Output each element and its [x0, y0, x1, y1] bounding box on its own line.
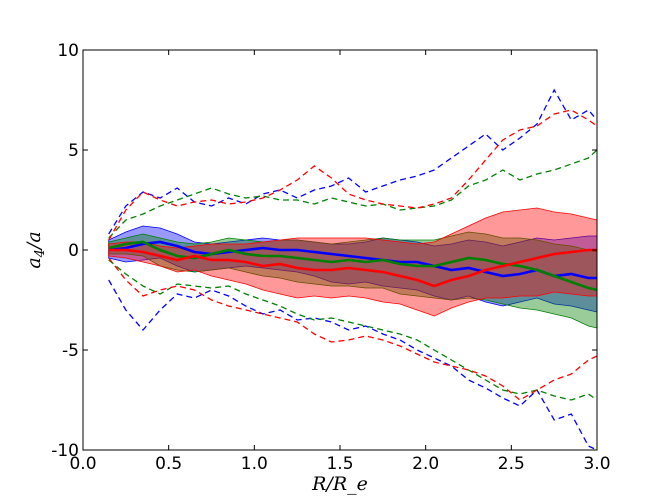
upper-dashed-series-2 [108, 109, 598, 241]
x-tick-label: 2.0 [412, 454, 439, 474]
lower-dashed-series-0 [108, 279, 598, 451]
x-tick-label: 1.5 [326, 454, 353, 474]
x-tick-label: 2.5 [498, 454, 525, 474]
x-tick-label: 0.0 [69, 454, 96, 474]
median-lines [108, 240, 598, 292]
x-axis-label: R/R_e [311, 473, 368, 495]
x-tick-label: 3.0 [583, 454, 610, 474]
lower-dashed-series-2 [108, 257, 598, 401]
median-line-series-2 [108, 248, 597, 288]
median-line-series-0 [108, 240, 597, 280]
x-tick-labels: 0.0 0.5 1.0 1.5 2.0 2.5 3.0 [69, 454, 610, 474]
lower-dashed-series-1 [108, 259, 598, 401]
axis-ticks [82, 49, 598, 451]
upper-dashed-series-1 [108, 149, 598, 239]
y-tick-labels: -10 -5 0 5 10 [51, 41, 79, 461]
y-tick-label: -10 [51, 441, 79, 461]
y-tick-label: -5 [62, 341, 79, 361]
y-tick-label: 0 [68, 241, 79, 261]
y-tick-label: 10 [57, 41, 79, 61]
y-tick-label: 5 [68, 141, 79, 161]
upper-dashed-series-0 [108, 88, 598, 235]
dashed-envelopes [108, 88, 598, 451]
y-axis-label: a4/a [23, 231, 48, 268]
x-tick-label: 1.0 [241, 454, 268, 474]
x-tick-label: 0.5 [155, 454, 182, 474]
